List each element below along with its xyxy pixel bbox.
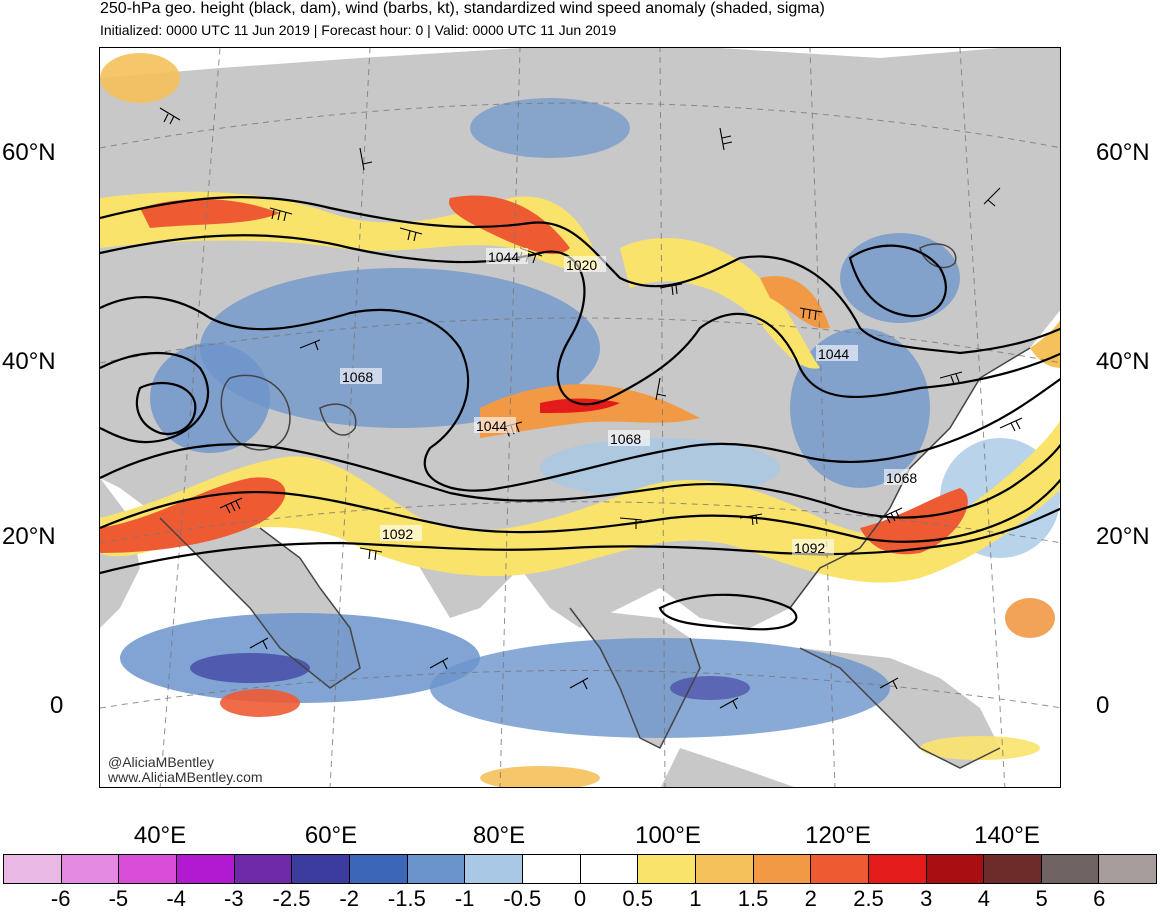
contour-label: 1068 (886, 470, 917, 486)
colorbar-swatch (407, 855, 466, 883)
colorbar-swatch (522, 855, 581, 883)
colorbar-label: -4 (166, 886, 186, 911)
colorbar-label: 2 (804, 886, 817, 911)
credit-site: www.AliciaMBentley.com (108, 769, 263, 785)
colorbar-label: 4 (977, 886, 991, 911)
lon-label: 80°E (472, 822, 526, 849)
lon-label: 140°E (974, 822, 1040, 849)
lon-label: 40°E (133, 822, 187, 849)
colorbar-label: 1 (689, 886, 702, 911)
height-contours (100, 196, 1060, 631)
colorbar-label: 2.5 (853, 886, 884, 911)
colorbar-swatch (349, 855, 408, 883)
colorbar-label: 0 (573, 886, 587, 911)
colorbar-swatch (753, 855, 812, 883)
contour-label: 1044 (818, 346, 849, 362)
colorbar-swatch (61, 855, 120, 883)
colorbar-swatch (4, 855, 62, 883)
colorbar-label: 1.5 (737, 886, 769, 911)
contour-label: 1092 (794, 540, 825, 556)
colorbar-label: 3 (920, 886, 933, 911)
colorbar-swatch (868, 855, 927, 883)
colorbar-swatch (1099, 855, 1157, 883)
colorbar-label: -6 (50, 886, 71, 911)
map-canvas: 1044 1020 1068 1044 1044 1068 1068 1092 … (100, 48, 1060, 787)
colorbar-swatch (695, 855, 754, 883)
colorbar-label: 6 (1093, 886, 1106, 911)
lat-label-right: 40°N (1096, 348, 1150, 375)
colorbar-swatch (926, 855, 985, 883)
lat-label-right: 20°N (1096, 523, 1150, 550)
colorbar-label: 0.5 (622, 886, 653, 911)
map-subtitle: Initialized: 0000 UTC 11 Jun 2019 | Fore… (100, 22, 617, 38)
lat-label-left: 40°N (2, 348, 56, 375)
colorbar-swatch (176, 855, 235, 883)
lon-label: 60°E (304, 822, 358, 849)
contour-label: 1068 (342, 369, 373, 385)
lat-label-right: 0 (1096, 692, 1110, 719)
lon-label: 100°E (635, 822, 701, 849)
lat-label-left: 0 (50, 692, 64, 719)
colorbar-swatch (811, 855, 869, 883)
lat-label-right: 60°N (1096, 139, 1150, 166)
colorbar (3, 854, 1157, 884)
colorbar-label: -2.5 (272, 886, 311, 911)
map-panel: 1044 1020 1068 1044 1044 1068 1068 1092 … (99, 47, 1061, 788)
colorbar-swatch (984, 855, 1042, 883)
map-title: 250-hPa geo. height (black, dam), wind (… (100, 0, 825, 17)
colorbar-label: -3 (224, 886, 244, 911)
contour-label: 1044 (488, 249, 519, 265)
contour-label-layer: 1044 1020 1068 1044 1044 1068 1068 1092 … (340, 248, 926, 556)
colorbar-label: -1 (454, 886, 475, 911)
colorbar-swatch (465, 855, 523, 883)
contour-label: 1092 (382, 526, 413, 542)
colorbar-swatch (292, 855, 350, 883)
colorbar-label: -0.5 (503, 886, 542, 911)
colorbar-swatch (1041, 855, 1100, 883)
lat-label-left: 60°N (2, 139, 56, 166)
colorbar-label: -5 (108, 886, 129, 911)
colorbar-swatch (638, 855, 696, 883)
credit-handle: @AliciaMBentley (108, 754, 215, 770)
colorbar-label: 5 (1035, 886, 1048, 911)
graticule (100, 48, 1060, 787)
lon-label: 120°E (805, 822, 871, 849)
colorbar-swatch (119, 855, 177, 883)
colorbar-label: -2 (339, 886, 359, 911)
contour-label: 1020 (566, 257, 597, 273)
colorbar-swatch (234, 855, 293, 883)
colorbar-label: -1.5 (387, 886, 426, 911)
contour-label: 1044 (476, 418, 507, 434)
colorbar-swatch (580, 855, 639, 883)
contour-label: 1068 (610, 431, 641, 447)
lat-label-left: 20°N (2, 523, 56, 550)
